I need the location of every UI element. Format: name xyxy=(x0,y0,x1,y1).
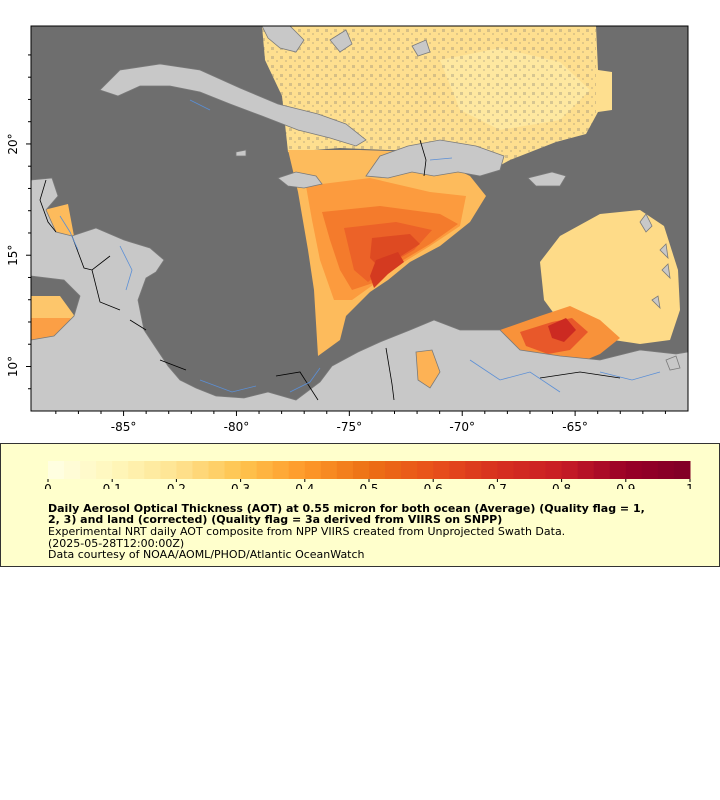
colorbar-step xyxy=(497,461,514,479)
colorbar-step xyxy=(561,461,579,479)
lon-tick-label: -75° xyxy=(337,420,363,434)
lat-tick-label: 20° xyxy=(6,133,20,154)
colorbar-step xyxy=(288,461,306,479)
colorbar-step xyxy=(320,461,338,479)
colorbar-step xyxy=(609,461,627,479)
colorbar-step xyxy=(208,461,226,479)
colorbar-tick-label: 1 xyxy=(686,482,694,489)
colorbar-step xyxy=(657,461,675,479)
colorbar-tick-label: 0.6 xyxy=(424,482,443,489)
colorbar-step xyxy=(80,461,97,479)
lon-tick-label: -70° xyxy=(449,420,475,434)
hispaniola xyxy=(365,139,505,179)
colorbar-step xyxy=(545,461,563,479)
central-america xyxy=(31,177,688,411)
colorbar-step xyxy=(417,461,434,479)
colorbar-tick-label: 0.2 xyxy=(167,482,186,489)
colorbar-step xyxy=(336,461,354,479)
colorbar-step xyxy=(64,461,81,479)
colorbar-step xyxy=(641,461,659,479)
land-masses xyxy=(31,26,688,411)
map-frame: -85° -80° -75° -70° -65° 20° 15° 10° xyxy=(6,25,689,434)
colorbar-step xyxy=(433,461,450,479)
colorbar-tick-label: 0.9 xyxy=(616,482,635,489)
colorbar-step xyxy=(593,461,611,479)
lat-tick-label: 15° xyxy=(6,245,20,266)
colorbar-step xyxy=(465,461,482,479)
colorbar-step xyxy=(449,461,466,479)
colorbar-tick-label: 0.5 xyxy=(359,482,378,489)
colorbar-step xyxy=(513,461,530,479)
colorbar-step xyxy=(96,461,113,479)
colorbar-step xyxy=(401,461,418,479)
longitude-axis: -85° -80° -75° -70° -65° xyxy=(55,411,666,434)
aot-swath-central xyxy=(288,150,486,356)
colorbar-step xyxy=(385,461,402,479)
florida xyxy=(261,26,305,53)
lat-tick-label: 10° xyxy=(6,356,20,377)
map-plot xyxy=(31,26,688,411)
colorbar-step xyxy=(176,461,193,479)
colorbar-step xyxy=(112,461,129,479)
colorbar-step xyxy=(577,461,595,479)
colorbar-step xyxy=(192,461,209,479)
legend-title-line-1: Daily Aerosol Optical Thickness (AOT) at… xyxy=(48,502,645,515)
legend-description-line-2: (2025-05-28T12:00:00Z) xyxy=(48,537,185,550)
colorbar-step xyxy=(352,461,370,479)
colorbar-tick-label: 0.8 xyxy=(552,482,571,489)
puerto-rico xyxy=(527,171,567,187)
country-borders xyxy=(39,139,621,401)
lon-tick-label: -80° xyxy=(224,420,250,434)
colorbar-ticks: 0 0.1 0.2 0.3 0.4 0.5 0.6 0.7 0.8 0.9 1 xyxy=(44,479,694,489)
colorbar-step xyxy=(369,461,386,479)
plot-border xyxy=(30,25,689,412)
colorbar-gradient xyxy=(48,461,691,479)
rivers xyxy=(59,99,661,393)
colorbar-step xyxy=(481,461,498,479)
colorbar-step xyxy=(304,461,322,479)
colorbar-step xyxy=(224,461,242,479)
colorbar-step xyxy=(128,461,145,479)
legend-title-line-2: 2, 3) and land (corrected) (Quality flag… xyxy=(48,513,503,526)
legend-description-line-1: Experimental NRT daily AOT composite fro… xyxy=(48,525,566,538)
colorbar: 0 0.1 0.2 0.3 0.4 0.5 0.6 0.7 0.8 0.9 1 xyxy=(44,461,694,489)
colorbar-step xyxy=(529,461,547,479)
jamaica xyxy=(277,171,323,189)
colorbar-tick-label: 0.1 xyxy=(103,482,122,489)
latitude-axis: 20° 15° 10° xyxy=(6,54,31,390)
colorbar-tick-label: 0.4 xyxy=(295,482,314,489)
colorbar-step xyxy=(144,461,161,479)
colorbar-step xyxy=(272,461,290,479)
cuba xyxy=(99,63,367,147)
colorbar-step xyxy=(48,461,65,479)
lon-tick-label: -85° xyxy=(111,420,137,434)
colorbar-tick-label: 0.3 xyxy=(231,482,250,489)
colorbar-step xyxy=(625,461,643,479)
lon-tick-label: -65° xyxy=(562,420,588,434)
colorbar-step xyxy=(160,461,177,479)
colorbar-step xyxy=(673,461,691,479)
colorbar-tick-label: 0.7 xyxy=(488,482,507,489)
colorbar-step xyxy=(240,461,258,479)
legend-panel: 0 0.1 0.2 0.3 0.4 0.5 0.6 0.7 0.8 0.9 1 Daily Aero… xyxy=(0,443,720,567)
colorbar-tick-label: 0 xyxy=(44,482,52,489)
legend-credit: Data courtesy of NOAA/AOML/PHOD/Atlantic… xyxy=(48,548,365,561)
colorbar-step xyxy=(256,461,274,479)
